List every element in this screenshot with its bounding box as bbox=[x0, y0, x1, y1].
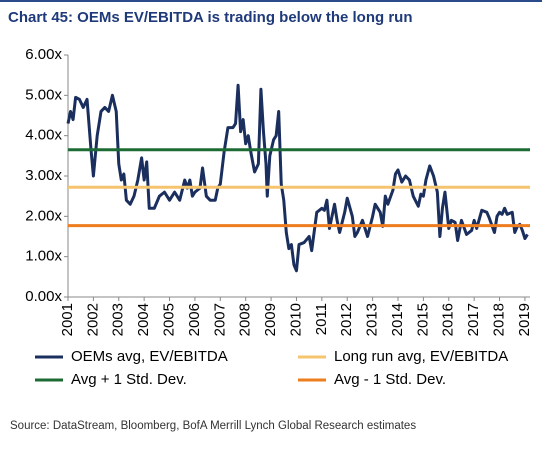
x-tick-label: 2017 bbox=[465, 303, 482, 336]
legend-label: OEMs avg, EV/EBITDA bbox=[71, 348, 228, 365]
source-note: Source: DataStream, Bloomberg, BofA Merr… bbox=[10, 420, 416, 432]
x-tick-label: 2006 bbox=[186, 303, 203, 336]
y-tick-label: 0.00x bbox=[25, 288, 62, 305]
x-tick-label: 2003 bbox=[110, 303, 127, 336]
x-tick-label: 2018 bbox=[491, 303, 508, 336]
legend-label: Long run avg, EV/EBITDA bbox=[334, 348, 508, 365]
x-tick-label: 2012 bbox=[338, 303, 355, 336]
chart-title: Chart 45: OEMs EV/EBITDA is trading belo… bbox=[8, 9, 412, 26]
data-line bbox=[66, 83, 529, 273]
y-tick-label: 5.00x bbox=[25, 86, 62, 103]
x-tick-label: 2005 bbox=[161, 303, 178, 336]
x-tick-label: 2001 bbox=[59, 303, 76, 336]
x-tick-label: 2016 bbox=[440, 303, 457, 336]
x-tick-label: 2002 bbox=[84, 303, 101, 336]
x-tick-label: 2008 bbox=[237, 303, 254, 336]
x-tick-label: 2011 bbox=[313, 303, 330, 335]
y-tick-label: 6.00x bbox=[25, 46, 62, 63]
x-tick-label: 2019 bbox=[516, 303, 533, 336]
x-tick-label: 2007 bbox=[211, 303, 228, 336]
y-tick-label: 4.00x bbox=[25, 127, 62, 144]
x-tick-label: 2004 bbox=[135, 303, 152, 336]
legend-label: Avg + 1 Std. Dev. bbox=[71, 371, 187, 388]
x-tick-label: 2009 bbox=[262, 303, 279, 336]
x-tick-label: 2013 bbox=[364, 303, 381, 336]
y-tick-label: 2.00x bbox=[25, 207, 62, 224]
y-tick-label: 1.00x bbox=[25, 248, 62, 265]
legend-label: Avg - 1 Std. Dev. bbox=[334, 371, 446, 388]
x-tick-label: 2010 bbox=[287, 303, 304, 336]
y-tick-label: 3.00x bbox=[25, 167, 62, 184]
x-tick-label: 2015 bbox=[414, 303, 431, 336]
x-tick-label: 2014 bbox=[389, 303, 406, 336]
